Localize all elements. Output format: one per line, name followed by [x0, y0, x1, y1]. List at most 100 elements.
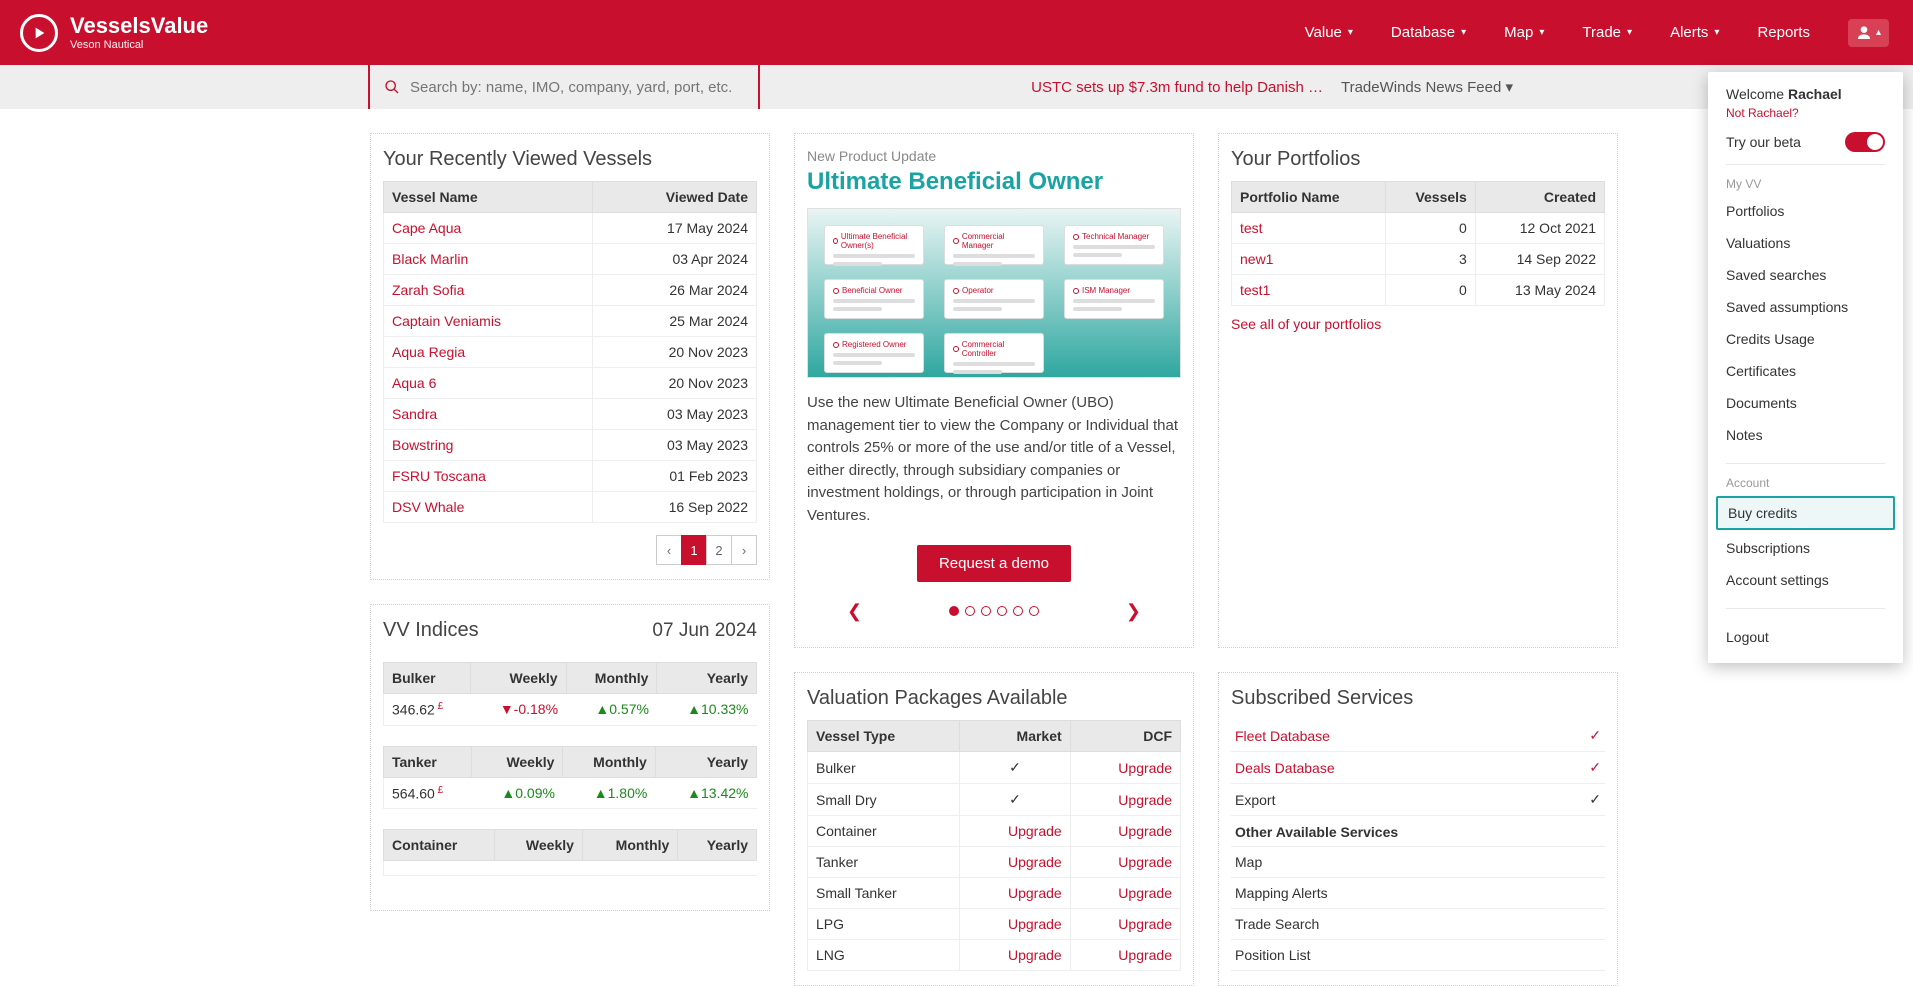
pager: ‹ 1 2 ›: [383, 535, 757, 565]
th-weekly: Weekly: [472, 746, 563, 777]
cell-market: Upgrade: [960, 847, 1070, 878]
carousel-prev[interactable]: ❮: [847, 601, 862, 622]
portfolio-link[interactable]: new1: [1240, 251, 1273, 267]
menu-item[interactable]: Saved searches: [1708, 259, 1903, 291]
not-user-link[interactable]: Not Rachael?: [1726, 106, 1799, 120]
nav-trade[interactable]: Trade▾: [1582, 24, 1632, 41]
nav-reports[interactable]: Reports: [1757, 24, 1810, 41]
upgrade-link[interactable]: Upgrade: [1008, 823, 1062, 839]
vessel-link[interactable]: Aqua 6: [392, 375, 436, 391]
diagram-card-label: ISM Manager: [1073, 286, 1155, 295]
pager-next[interactable]: ›: [731, 535, 757, 565]
th-dcf: DCF: [1070, 721, 1180, 752]
nav-database-label: Database: [1391, 24, 1455, 41]
cell-date: 20 Nov 2023: [592, 368, 756, 399]
menu-item[interactable]: Subscriptions: [1708, 532, 1903, 564]
menu-item[interactable]: Valuations: [1708, 227, 1903, 259]
vessel-link[interactable]: Bowstring: [392, 437, 453, 453]
menu-logout[interactable]: Logout: [1708, 621, 1903, 653]
carousel-dot[interactable]: [965, 606, 975, 616]
cell-index-value: 564.60 £: [384, 777, 472, 809]
cell-yearly: [678, 861, 757, 876]
th-monthly: Monthly: [563, 746, 655, 777]
upgrade-link[interactable]: Upgrade: [1118, 916, 1172, 932]
carousel-dot[interactable]: [1029, 606, 1039, 616]
portfolio-link[interactable]: test: [1240, 220, 1263, 236]
cell-vessel-type: Container: [808, 816, 960, 847]
table-row: Sandra 03 May 2023: [384, 399, 757, 430]
service-name[interactable]: Fleet Database: [1235, 728, 1330, 744]
upgrade-link[interactable]: Upgrade: [1008, 885, 1062, 901]
upgrade-link[interactable]: Upgrade: [1118, 854, 1172, 870]
diagram-card: Registered Owner: [824, 333, 924, 373]
upgrade-link[interactable]: Upgrade: [1118, 885, 1172, 901]
chevron-down-icon: ▾: [1461, 27, 1466, 38]
brand[interactable]: VesselsValue Veson Nautical: [20, 14, 208, 52]
upgrade-link[interactable]: Upgrade: [1008, 947, 1062, 963]
cell-dcf: Upgrade: [1070, 909, 1180, 940]
index-block: Tanker Weekly Monthly Yearly 564.60 £ ▲0…: [383, 746, 757, 810]
news-headline[interactable]: USTC sets up $7.3m fund to help Danish …: [1031, 79, 1323, 96]
request-demo-button[interactable]: Request a demo: [917, 545, 1071, 582]
carousel-dot[interactable]: [981, 606, 991, 616]
vessel-link[interactable]: Black Marlin: [392, 251, 468, 267]
upgrade-link[interactable]: Upgrade: [1008, 854, 1062, 870]
service-name[interactable]: Deals Database: [1235, 760, 1335, 776]
vessel-link[interactable]: Sandra: [392, 406, 437, 422]
user-dropdown: Welcome Rachael Not Rachael? Try our bet…: [1708, 72, 1903, 663]
diagram-card: Operator: [944, 279, 1044, 319]
recent-table: Vessel Name Viewed Date Cape Aqua 17 May…: [383, 181, 757, 523]
th-yearly: Yearly: [657, 663, 757, 694]
see-all-portfolios-link[interactable]: See all of your portfolios: [1231, 316, 1381, 332]
menu-item[interactable]: Notes: [1708, 419, 1903, 451]
diagram-card-label: Commercial Controller: [953, 340, 1035, 358]
upgrade-link[interactable]: Upgrade: [1118, 792, 1172, 808]
service-row: Fleet Database ✓: [1231, 720, 1605, 752]
vessel-link[interactable]: Aqua Regia: [392, 344, 465, 360]
brand-text: VesselsValue Veson Nautical: [70, 15, 208, 51]
menu-buy-credits[interactable]: Buy credits: [1716, 496, 1895, 530]
welcome-text: Welcome Rachael: [1726, 86, 1842, 102]
cell-market: ✓: [960, 784, 1070, 816]
carousel-dot[interactable]: [949, 606, 959, 616]
user-menu-button[interactable]: ▴: [1848, 19, 1889, 47]
cell-index-value: 346.62 £: [384, 694, 471, 726]
vessel-link[interactable]: Cape Aqua: [392, 220, 461, 236]
vessel-link[interactable]: Zarah Sofia: [392, 282, 464, 298]
carousel-next[interactable]: ❯: [1126, 601, 1141, 622]
vessel-link[interactable]: FSRU Toscana: [392, 468, 486, 484]
service-row: Deals Database ✓: [1231, 752, 1605, 784]
vessel-link[interactable]: DSV Whale: [392, 499, 464, 515]
pager-prev[interactable]: ‹: [656, 535, 682, 565]
menu-item[interactable]: Documents: [1708, 387, 1903, 419]
menu-item[interactable]: Credits Usage: [1708, 323, 1903, 355]
upgrade-link[interactable]: Upgrade: [1118, 947, 1172, 963]
vessel-link[interactable]: Captain Veniamis: [392, 313, 501, 329]
search-input[interactable]: [410, 79, 744, 96]
pager-page-2[interactable]: 2: [706, 535, 732, 565]
panel-title: VV Indices: [383, 619, 479, 642]
cell-dcf: Upgrade: [1070, 878, 1180, 909]
upgrade-link[interactable]: Upgrade: [1008, 916, 1062, 932]
cell-market: Upgrade: [960, 940, 1070, 971]
menu-item[interactable]: Account settings: [1708, 564, 1903, 596]
nav-alerts[interactable]: Alerts▾: [1670, 24, 1719, 41]
upgrade-link[interactable]: Upgrade: [1118, 760, 1172, 776]
beta-toggle[interactable]: [1845, 132, 1885, 152]
upgrade-link[interactable]: Upgrade: [1118, 823, 1172, 839]
nav-map[interactable]: Map▾: [1504, 24, 1544, 41]
menu-item[interactable]: Saved assumptions: [1708, 291, 1903, 323]
nav-value[interactable]: Value▾: [1305, 24, 1353, 41]
nav-database[interactable]: Database ▾: [1391, 24, 1466, 41]
th-vessel-type: Vessel Type: [808, 721, 960, 752]
service-row: Mapping Alerts: [1231, 878, 1605, 909]
strip-spacer: [0, 65, 370, 109]
menu-item[interactable]: Portfolios: [1708, 195, 1903, 227]
news-feed-select[interactable]: TradeWinds News Feed ▾: [1341, 78, 1513, 96]
carousel-dot[interactable]: [997, 606, 1007, 616]
carousel-dot[interactable]: [1013, 606, 1023, 616]
portfolio-link[interactable]: test1: [1240, 282, 1270, 298]
pager-page-1[interactable]: 1: [681, 535, 707, 565]
group-label-myvv: My VV: [1708, 177, 1903, 195]
menu-item[interactable]: Certificates: [1708, 355, 1903, 387]
